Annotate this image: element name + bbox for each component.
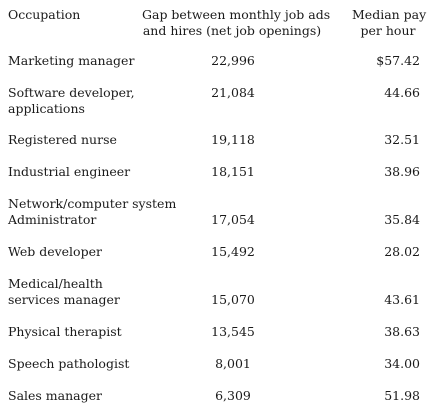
header-gap: Gap between monthly job ads and hires (n…	[142, 7, 331, 39]
occupation-cell: Registered nurse	[8, 132, 117, 148]
occupation-line: Sales manager	[8, 388, 102, 403]
occupation-cell: Speech pathologist	[8, 356, 129, 372]
gap-cell: 17,054	[211, 212, 255, 227]
pay-cell: 35.84	[384, 212, 420, 227]
occupation-line: Physical therapist	[8, 324, 122, 339]
occupation-line: Industrial engineer	[8, 164, 131, 179]
header-gap-line2: and hires (net job openings)	[142, 23, 322, 38]
gap-cell: 19,118	[211, 132, 255, 147]
occupation-line: Software developer,	[8, 85, 135, 100]
gap-cell: 8,001	[215, 356, 251, 371]
occupation-line: Administrator	[8, 212, 97, 227]
occupation-cell: Sales manager	[8, 388, 102, 404]
pay-cell: 38.96	[384, 164, 420, 179]
gap-cell: 18,151	[211, 164, 255, 179]
occupation-line: services manager	[8, 292, 120, 307]
pay-cell: 32.51	[384, 132, 420, 147]
gap-cell: 21,084	[211, 85, 255, 100]
pay-cell: 28.02	[384, 244, 420, 259]
gap-cell: 15,070	[211, 292, 255, 307]
header-pay-line1: Median pay	[352, 7, 427, 22]
occupation-line: applications	[8, 101, 85, 116]
pay-cell: 44.66	[384, 85, 420, 100]
occupation-line: Network/computer system	[8, 196, 177, 211]
header-gap-line1: Gap between monthly job ads	[142, 7, 331, 22]
pay-cell: 34.00	[384, 356, 420, 371]
pay-cell: 43.61	[384, 292, 420, 307]
header-occupation: Occupation	[8, 7, 81, 22]
occupation-cell: Web developer	[8, 244, 102, 260]
header-pay: Median pay per hour	[352, 7, 427, 39]
occupation-cell: Marketing manager	[8, 53, 134, 69]
occupation-cell: Software developer, applications	[8, 85, 135, 117]
occupation-cell: Network/computer system Administrator	[8, 196, 176, 228]
occupation-line: Web developer	[8, 244, 102, 259]
gap-cell: 6,309	[215, 388, 251, 403]
gap-cell: 22,996	[211, 53, 255, 68]
pay-cell: $57.42	[376, 53, 420, 68]
pay-cell: 38.63	[384, 324, 420, 339]
gap-cell: 15,492	[211, 244, 255, 259]
gap-cell: 13,545	[211, 324, 255, 339]
occupation-line: Medical/health	[8, 276, 103, 291]
occupation-cell: Medical/health services manager	[8, 276, 120, 308]
header-pay-line2: per hour	[360, 23, 416, 38]
occupation-line: Speech pathologist	[8, 356, 130, 371]
pay-cell: 51.98	[384, 388, 420, 403]
occupation-cell: Physical therapist	[8, 324, 122, 340]
occupation-cell: Industrial engineer	[8, 164, 130, 180]
occupation-line: Registered nurse	[8, 132, 117, 147]
occupation-line: Marketing manager	[8, 53, 135, 68]
